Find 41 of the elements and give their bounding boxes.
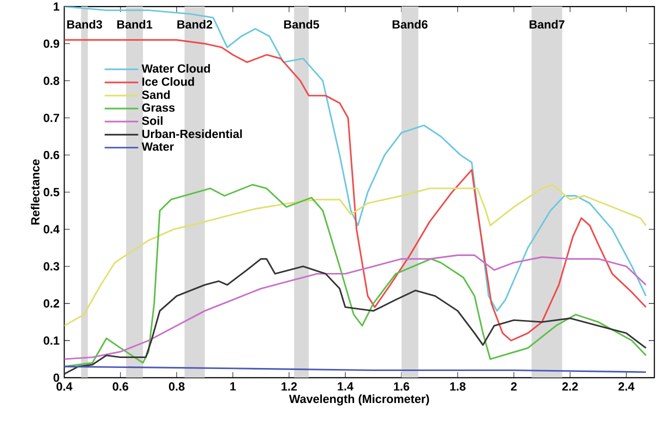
x-tick-label: 2.2: [562, 382, 578, 391]
y-tick-label: 0.9: [44, 40, 60, 48]
legend-label: Soil: [142, 116, 162, 126]
y-tick-label: 0.6: [44, 150, 60, 160]
legend-label: Water: [142, 142, 174, 151]
legend-label: Sand: [142, 90, 170, 100]
y-tick-label: 0.5: [44, 188, 60, 196]
x-tick-label: 1.8: [450, 382, 466, 391]
legend-label: Urban-Residential: [142, 129, 242, 138]
line-series: [64, 258, 647, 375]
band-label: Band3: [67, 20, 102, 29]
x-tick-label: 1.6: [394, 382, 410, 391]
line-series: [64, 184, 647, 368]
x-tick-label: 0.8: [168, 382, 185, 391]
y-tick-label: 1: [54, 2, 60, 11]
line-series: [64, 184, 647, 327]
band-label: Band5: [284, 20, 320, 29]
band-label: Band1: [117, 20, 152, 29]
band-label: Band6: [392, 20, 428, 29]
y-axis-title: Reflectance: [30, 159, 40, 225]
legend-label: Ice Cloud: [142, 77, 194, 86]
x-tick-label: 1: [230, 382, 236, 390]
y-tick-label: 0.7: [44, 114, 60, 122]
y-tick-label: 0.1: [44, 336, 60, 345]
x-axis-title: Wavelength (Micrometer): [289, 394, 430, 406]
x-tick-label: 2: [511, 382, 517, 391]
y-tick-label: 0: [54, 374, 60, 382]
line-series: [64, 6, 647, 312]
band-label: Band2: [177, 20, 212, 29]
x-tick-label: 1.4: [338, 382, 354, 390]
y-tick-label: 0.8: [44, 76, 60, 86]
band-label: Band7: [530, 20, 564, 29]
y-tick-label: 0.4: [44, 225, 60, 234]
x-tick-label: 1.2: [282, 382, 297, 391]
line-series: [64, 254, 647, 360]
y-tick-label: 0.3: [44, 262, 60, 271]
x-tick-label: 2.4: [618, 382, 634, 391]
legend-label: Water Cloud: [142, 64, 210, 73]
x-tick-label: 0.6: [112, 382, 128, 391]
y-tick-label: 0.2: [44, 299, 60, 308]
legend-label: Grass: [142, 103, 175, 112]
